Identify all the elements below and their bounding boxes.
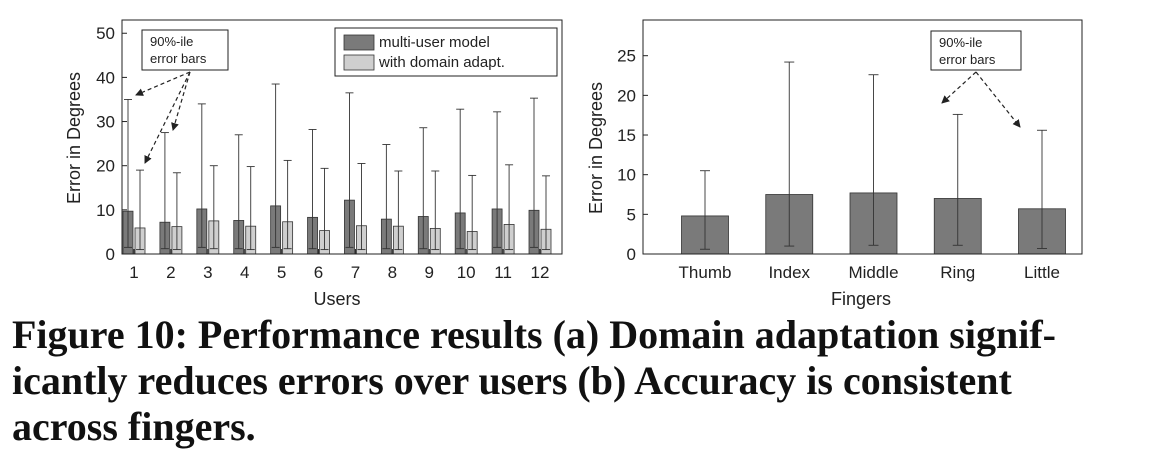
plot-frame <box>642 19 1083 255</box>
figure-caption: Figure 10: Performance results (a) Domai… <box>12 312 1152 450</box>
y-tick-label: 20 <box>617 86 636 105</box>
x-tick-label: 5 <box>277 263 286 282</box>
x-tick-label: 4 <box>240 263 249 282</box>
x-tick-label: Thumb <box>679 263 732 282</box>
error-bars <box>700 61 1047 250</box>
x-tick-label: 6 <box>314 263 323 282</box>
x-tick-label: 11 <box>494 263 512 282</box>
y-tick-label: 0 <box>106 245 115 264</box>
y-axis-label: Error in Degrees <box>64 72 84 204</box>
legend: multi-user model with domain adapt. <box>334 27 558 77</box>
y-tick-label: 25 <box>617 47 636 66</box>
bars <box>122 199 552 255</box>
x-tick-labels: Thumb Index Middle Ring Little <box>679 263 1060 282</box>
annotation-arrow-1 <box>941 71 977 104</box>
x-tick-label: 8 <box>388 263 397 282</box>
y-tick-label: 50 <box>96 24 115 43</box>
x-tick-label: Little <box>1024 263 1060 282</box>
y-tick-label: 30 <box>96 113 115 132</box>
x-tick-label: 10 <box>457 263 476 282</box>
annotation-arrow-2 <box>171 71 191 131</box>
annotation-line-1: 90%-ile <box>939 35 982 50</box>
annotation-arrow-2 <box>975 71 1021 128</box>
annotation-line-2: error bars <box>939 52 996 67</box>
y-tick-label: 0 <box>627 245 636 264</box>
x-tick-label: Middle <box>848 263 898 282</box>
chart-fingers: Thumb Index Middle Ring Little 0 5 10 15 20 25 Fi… <box>586 19 1083 309</box>
y-tick-marks <box>122 32 541 255</box>
x-tick-labels: 1 2 3 4 5 6 7 8 9 10 11 12 <box>129 263 549 282</box>
annotation-box <box>141 29 229 71</box>
error-bars <box>124 83 550 251</box>
x-tick-label: 3 <box>203 263 212 282</box>
annotation-arrow-1 <box>135 71 191 96</box>
x-axis-label: Users <box>313 289 360 309</box>
y-tick-label: 5 <box>627 205 636 224</box>
caption-line-1: Figure 10: Performance results (a) Domai… <box>12 312 1056 357</box>
annotation-arrow-3 <box>144 71 191 164</box>
legend-label-multi-user: multi-user model <box>379 34 490 51</box>
legend-swatch-domain-adapt <box>343 54 375 71</box>
x-tick-label: Ring <box>940 263 975 282</box>
x-tick-label: 2 <box>166 263 175 282</box>
y-tick-label: 10 <box>617 166 636 185</box>
y-tick-labels: 0 5 10 15 20 25 <box>617 47 636 264</box>
annotation-line-2: error bars <box>150 51 207 66</box>
y-axis-label: Error in Degrees <box>586 82 606 214</box>
legend-swatch-multi-user <box>343 34 375 51</box>
error-bars-annotation: 90%-ile error bars <box>135 29 229 164</box>
x-tick-label: 1 <box>129 263 138 282</box>
annotation-box <box>930 30 1022 71</box>
y-tick-label: 40 <box>96 68 115 87</box>
caption-line-2: icantly reduces errors over users (b) Ac… <box>12 358 1012 403</box>
x-tick-label: 7 <box>351 263 360 282</box>
x-tick-label: Index <box>768 263 810 282</box>
x-tick-label: 9 <box>425 263 434 282</box>
error-bars-annotation: 90%-ile error bars <box>930 30 1022 128</box>
y-tick-label: 20 <box>96 157 115 176</box>
x-tick-label: 12 <box>531 263 550 282</box>
legend-label-domain-adapt: with domain adapt. <box>378 54 505 71</box>
annotation-line-1: 90%-ile <box>150 34 193 49</box>
caption-line-3: across fingers. <box>12 404 256 449</box>
y-tick-label: 15 <box>617 126 636 145</box>
x-axis-label: Fingers <box>831 289 891 309</box>
plot-frame <box>121 19 563 255</box>
y-tick-labels: 0 10 20 30 40 50 <box>96 24 115 264</box>
y-tick-label: 10 <box>96 201 115 220</box>
